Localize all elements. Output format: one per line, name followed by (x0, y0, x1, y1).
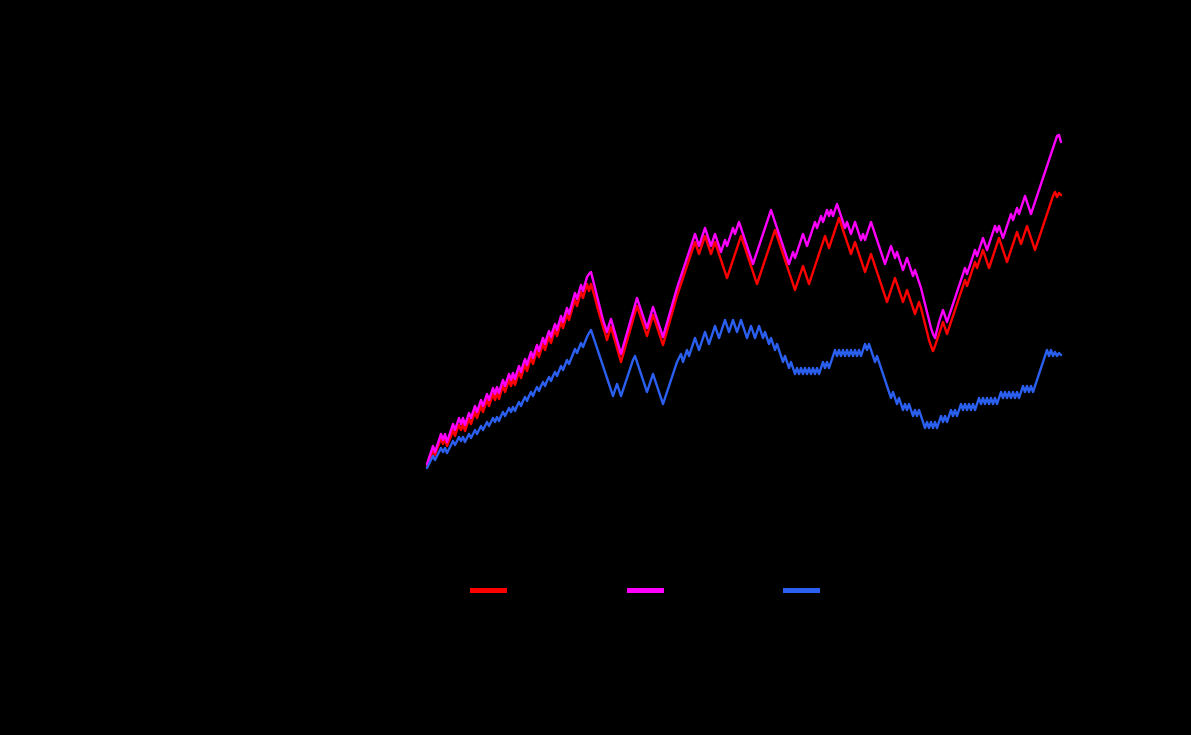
chart-title: Cumulative Return (519, 18, 672, 37)
x-tick-label: 2016 (541, 490, 567, 502)
series-line-1 (425, 133, 1063, 466)
x-tick-label: 2018 (795, 490, 820, 502)
series-line-0 (425, 190, 1063, 468)
y-tick-label: 2.0 (403, 280, 419, 293)
series-layer (425, 133, 1063, 470)
series-line-2 (425, 318, 1063, 470)
legend-entry-0[interactable]: Strategy (470, 575, 627, 605)
y-tick-label: 3.0 (403, 141, 419, 154)
legend-entry-1[interactable]: Benchmark (626, 575, 784, 605)
chart-legend: Strategy Benchmark Equal Weight (470, 575, 940, 605)
legend-label: Benchmark (671, 582, 738, 597)
y-tick-label: 0.5 (403, 487, 419, 500)
y-tick-label: 1.5 (403, 349, 419, 362)
x-tick-label: 2020 (1048, 490, 1074, 502)
x-tick-label: 2017 (668, 490, 693, 502)
legend-label: Strategy (515, 582, 564, 597)
legend-swatch-icon (470, 587, 507, 593)
x-tick-label: 2015 (414, 490, 440, 502)
y-tick-label: 1.0 (403, 418, 419, 431)
x-tick-label: 2019 (921, 490, 947, 502)
legend-swatch-icon (626, 587, 664, 593)
y-tick-label: 2.5 (403, 210, 419, 223)
legend-swatch-icon (783, 587, 821, 593)
legend-entry-2[interactable]: Equal Weight (783, 575, 940, 605)
legend-label: Equal Weight (828, 582, 906, 597)
x-axis-label: Date (581, 690, 610, 705)
